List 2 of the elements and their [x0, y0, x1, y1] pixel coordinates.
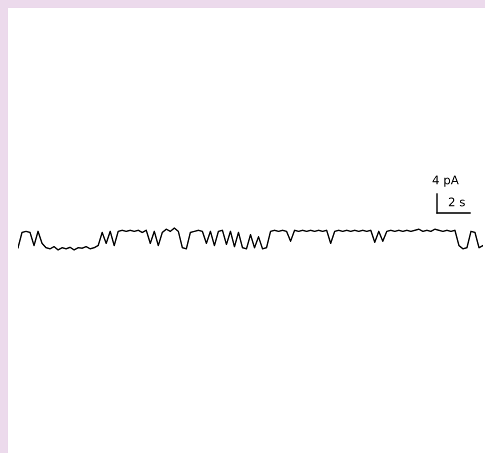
text: 2 s — [448, 197, 465, 206]
text: 4 pA — [432, 176, 459, 187]
